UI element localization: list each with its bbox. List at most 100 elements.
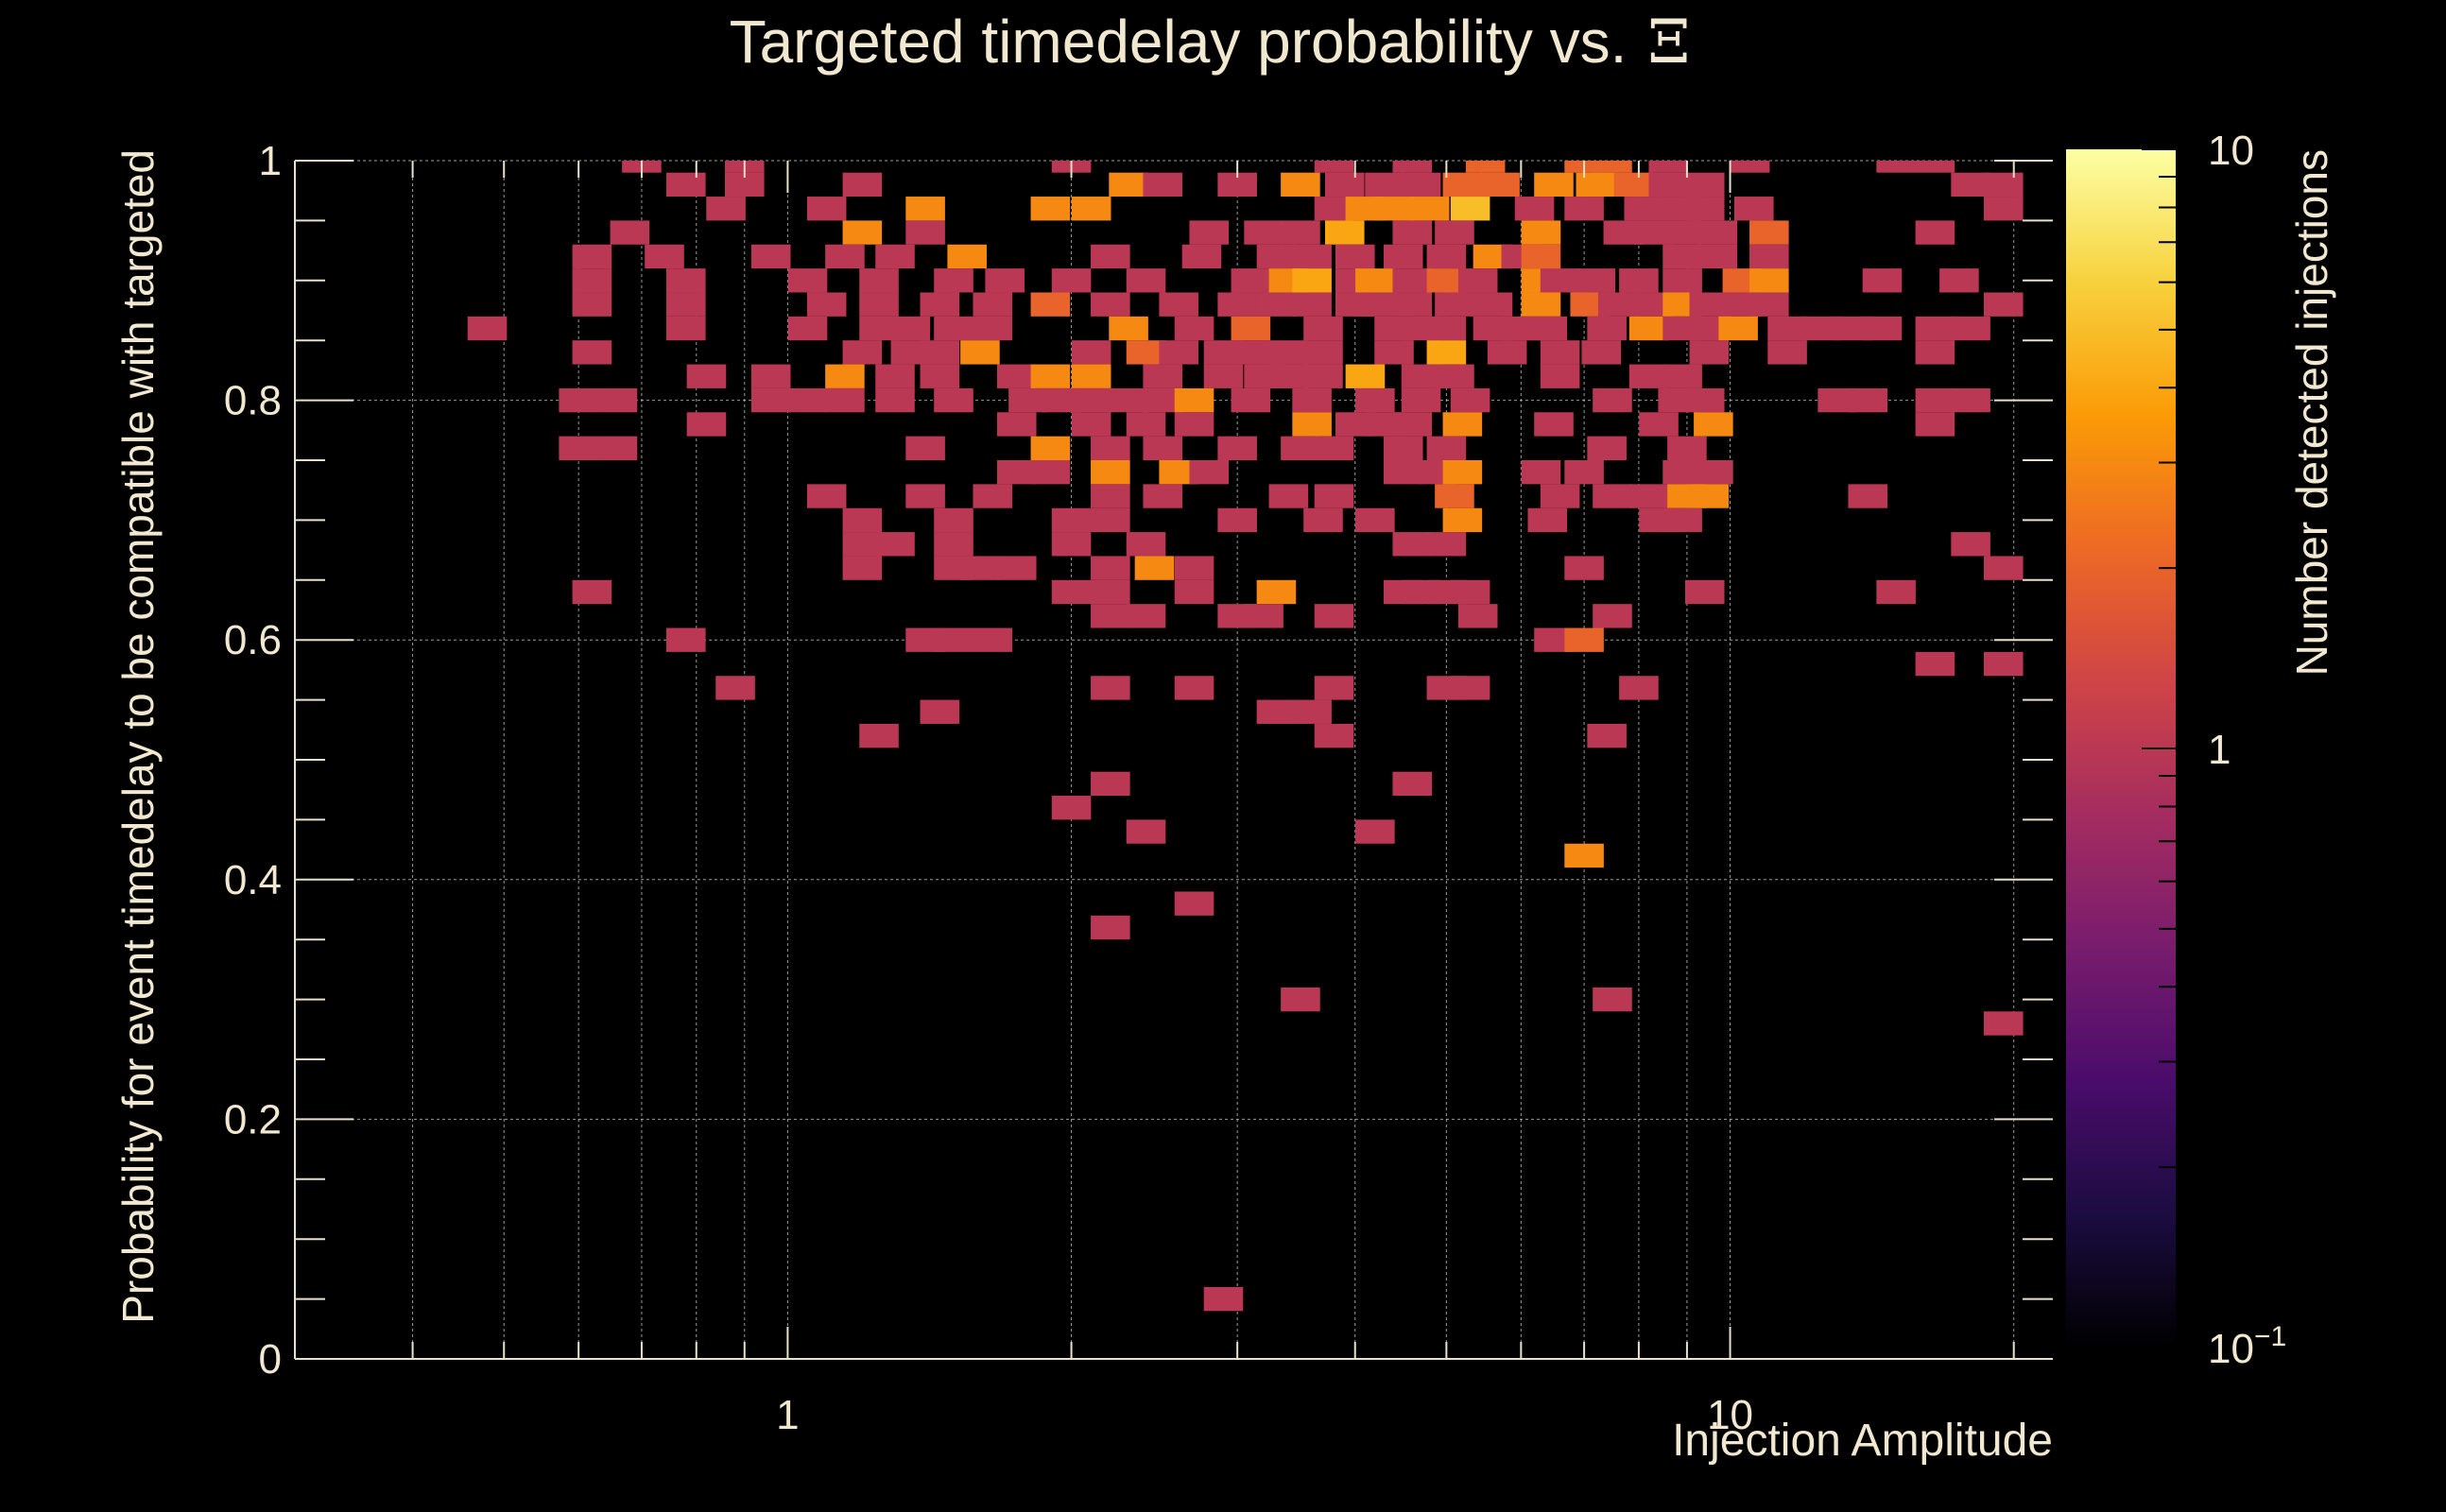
heatmap-cell bbox=[1392, 161, 1433, 173]
heatmap-cell bbox=[1071, 412, 1111, 437]
heatmap-cell bbox=[1915, 340, 1955, 365]
heatmap-cell bbox=[859, 268, 899, 293]
heatmap-cell bbox=[1126, 340, 1166, 365]
heatmap-cells bbox=[467, 161, 2024, 1312]
heatmap-cell bbox=[1450, 197, 1490, 221]
heatmap-cell bbox=[1684, 197, 1725, 221]
heatmap-cell bbox=[1303, 316, 1343, 341]
heatmap-cell bbox=[1355, 819, 1395, 844]
heatmap-cell bbox=[1915, 161, 1955, 173]
heatmap-cell bbox=[1450, 387, 1490, 413]
heatmap-cell bbox=[1174, 412, 1214, 437]
y-tick-label: 0.8 bbox=[224, 378, 282, 424]
heatmap-cell bbox=[1324, 220, 1365, 245]
heatmap-cell bbox=[1030, 364, 1071, 388]
heatmap-cell bbox=[1983, 172, 2024, 198]
heatmap-cell bbox=[1355, 268, 1395, 293]
heatmap-cell bbox=[1256, 699, 1297, 724]
heatmap-cell bbox=[1292, 244, 1332, 269]
heatmap-cell bbox=[1030, 460, 1071, 485]
heatmap-cell bbox=[1189, 220, 1230, 245]
heatmap-cell bbox=[1174, 676, 1214, 700]
heatmap-cell bbox=[666, 292, 706, 317]
heatmap-cell bbox=[1564, 843, 1604, 868]
heatmap-cell bbox=[1401, 172, 1441, 198]
heatmap-cell bbox=[1648, 172, 1689, 198]
heatmap-cell bbox=[1392, 268, 1433, 293]
y-tick-label: 0.6 bbox=[224, 617, 282, 663]
heatmap-cell bbox=[1143, 364, 1182, 388]
heatmap-cell bbox=[825, 364, 865, 388]
heatmap-cell bbox=[666, 268, 706, 293]
colorbar-tick-label: 10−1 bbox=[2208, 1321, 2286, 1372]
heatmap-cell bbox=[1581, 340, 1622, 365]
heatmap-cell bbox=[715, 676, 755, 700]
heatmap-cell bbox=[973, 292, 1013, 317]
heatmap-cell bbox=[1392, 412, 1433, 437]
heatmap-cell bbox=[1540, 268, 1580, 293]
heatmap-cell bbox=[985, 268, 1025, 293]
heatmap-cell bbox=[572, 292, 612, 317]
heatmap-cell bbox=[706, 197, 746, 221]
heatmap-cell bbox=[1576, 268, 1616, 293]
heatmap-cell bbox=[1159, 292, 1198, 317]
heatmap-cell bbox=[1159, 340, 1198, 365]
heatmap-cell bbox=[1409, 197, 1450, 221]
heatmap-cell bbox=[666, 627, 706, 652]
heatmap-cell bbox=[1374, 197, 1414, 221]
heatmap-cell bbox=[1521, 292, 1561, 317]
heatmap-cell bbox=[842, 507, 883, 533]
heatmap-cell bbox=[1667, 436, 1707, 460]
heatmap-cell bbox=[1051, 796, 1092, 820]
heatmap-cell bbox=[1426, 244, 1467, 269]
heatmap-cell bbox=[1292, 292, 1332, 317]
heatmap-cell bbox=[996, 460, 1037, 485]
heatmap-cell bbox=[1587, 723, 1627, 748]
heatmap-cell bbox=[1143, 172, 1182, 198]
heatmap-cell bbox=[1593, 161, 1632, 173]
heatmap-cell bbox=[1694, 412, 1733, 437]
heatmap-cell bbox=[1314, 676, 1354, 700]
heatmap-cell bbox=[1256, 579, 1297, 605]
heatmap-cell bbox=[1256, 244, 1297, 269]
heatmap-cell bbox=[1051, 532, 1092, 557]
heatmap-cell bbox=[559, 436, 598, 460]
heatmap-cell bbox=[1401, 387, 1441, 413]
heatmap-cell bbox=[1480, 172, 1520, 198]
heatmap-cell bbox=[842, 532, 883, 557]
heatmap-cell bbox=[859, 723, 899, 748]
heatmap-cell bbox=[1435, 292, 1474, 317]
heatmap-cell bbox=[1684, 579, 1725, 605]
heatmap-cell bbox=[1587, 436, 1627, 460]
heatmap-cell bbox=[1091, 507, 1130, 533]
heatmap-cell bbox=[1593, 987, 1632, 1012]
heatmap-cell bbox=[1564, 556, 1604, 580]
heatmap-cell bbox=[1689, 340, 1730, 365]
axes: 1 10 0 0.2 0.4 0.6 0.8 1 bbox=[224, 138, 2053, 1438]
heatmap-cell bbox=[1231, 268, 1271, 293]
heatmap-cell bbox=[1355, 507, 1395, 533]
heatmap-cell bbox=[1314, 484, 1354, 508]
heatmap-cell bbox=[1126, 412, 1166, 437]
heatmap-cell bbox=[1174, 316, 1214, 341]
heatmap-cell bbox=[1292, 699, 1332, 724]
heatmap-cell bbox=[1126, 532, 1166, 557]
heatmap-cell bbox=[934, 627, 973, 652]
heatmap-cell bbox=[1915, 316, 1955, 341]
heatmap-cell bbox=[1749, 220, 1789, 245]
heatmap-cell bbox=[750, 364, 791, 388]
heatmap-cell bbox=[1628, 484, 1669, 508]
heatmap-cell bbox=[1442, 507, 1483, 533]
heatmap-cell bbox=[597, 436, 638, 460]
heatmap-cell bbox=[1051, 579, 1092, 605]
heatmap-cell bbox=[559, 387, 598, 413]
heatmap-cell bbox=[1292, 387, 1332, 413]
colorbar-label: Number detected injections bbox=[2287, 149, 2336, 676]
heatmap-cell bbox=[1355, 292, 1395, 317]
heatmap-cell bbox=[1442, 412, 1483, 437]
heatmap-cell bbox=[973, 484, 1013, 508]
heatmap-cell bbox=[1268, 364, 1309, 388]
heatmap-cell bbox=[1749, 244, 1789, 269]
heatmap-cell bbox=[1593, 484, 1632, 508]
heatmap-cell bbox=[825, 387, 865, 413]
